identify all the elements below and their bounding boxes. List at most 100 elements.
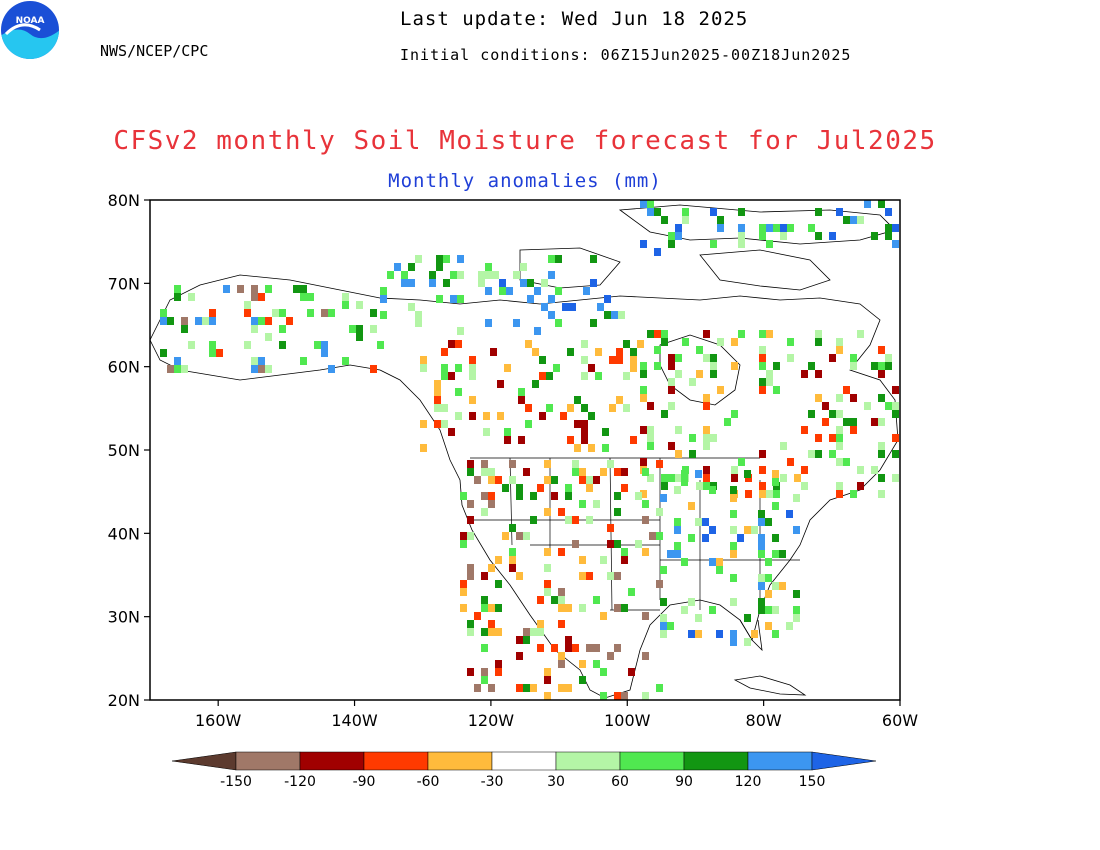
anomaly-cell [420, 356, 427, 364]
anomaly-cell [593, 500, 600, 508]
anomaly-cell [640, 240, 647, 248]
anomaly-cell [674, 542, 681, 550]
anomaly-cell [567, 436, 574, 444]
anomaly-cell [688, 502, 695, 510]
anomaly-cell [300, 285, 307, 293]
anomaly-cell [654, 248, 661, 256]
anomaly-cell [642, 652, 649, 660]
anomaly-cell [787, 338, 794, 346]
anomaly-cell [758, 606, 765, 614]
anomaly-cell [703, 394, 710, 402]
anomaly-cell [660, 614, 667, 622]
anomaly-cell [518, 436, 525, 444]
anomaly-cell [647, 426, 654, 434]
anomaly-cell [793, 526, 800, 534]
anomaly-cell [731, 474, 738, 482]
anomaly-cell [621, 692, 628, 700]
anomaly-cell [878, 418, 885, 426]
anomaly-cell [485, 287, 492, 295]
anomaly-cell [436, 255, 443, 263]
anomaly-cell [523, 684, 530, 692]
anomaly-cell [455, 364, 462, 372]
anomaly-cell [483, 428, 490, 436]
lat-tick-label: 60N [108, 358, 140, 377]
anomaly-cell [195, 317, 202, 325]
anomaly-cell [251, 317, 258, 325]
anomaly-cell [600, 692, 607, 700]
anomaly-cell [829, 450, 836, 458]
anomaly-cell [766, 378, 773, 386]
anomaly-cell [621, 604, 628, 612]
anomaly-cell [527, 295, 534, 303]
anomaly-cell [688, 598, 695, 606]
anomaly-cell [621, 484, 628, 492]
anomaly-cell [730, 526, 737, 534]
anomaly-cell [467, 564, 474, 572]
anomaly-cell [724, 418, 731, 426]
anomaly-cell [607, 524, 614, 532]
anomaly-cell [878, 394, 885, 402]
anomaly-cell [548, 255, 555, 263]
anomaly-cell [534, 287, 541, 295]
anomaly-cell [630, 364, 637, 372]
anomaly-cell [279, 309, 286, 317]
anomaly-cell [544, 588, 551, 596]
anomaly-cell [488, 492, 495, 500]
colorbar-swatch [299, 751, 365, 771]
anomaly-cell [779, 582, 786, 590]
anomaly-cell [602, 428, 609, 436]
anomaly-cell [730, 574, 737, 582]
anomaly-cell [555, 319, 562, 327]
anomaly-cell [485, 271, 492, 279]
anomaly-cell [738, 458, 745, 466]
anomaly-cell [481, 460, 488, 468]
anomaly-cell [509, 548, 516, 556]
anomaly-cell [588, 444, 595, 452]
anomaly-cell [481, 676, 488, 684]
anomaly-cell [607, 540, 614, 548]
anomaly-cell [244, 301, 251, 309]
anomaly-cell [772, 478, 779, 486]
anomaly-cell [709, 606, 716, 614]
anomaly-cell [551, 476, 558, 484]
anomaly-cell [765, 590, 772, 598]
anomaly-cell [469, 364, 476, 372]
anomaly-cell [759, 466, 766, 474]
anomaly-cell [467, 500, 474, 508]
anomaly-cell [286, 317, 293, 325]
anomaly-cell [544, 508, 551, 516]
anomaly-cell [523, 636, 530, 644]
anomaly-cell [614, 644, 621, 652]
anomaly-cell [251, 357, 258, 365]
anomaly-cell [815, 338, 822, 346]
anomaly-cell [759, 232, 766, 240]
anomaly-cell [871, 466, 878, 474]
lon-tick-label: 80W [746, 711, 782, 730]
anomaly-cell [738, 240, 745, 248]
anomaly-cell [565, 636, 572, 644]
anomaly-cell [600, 468, 607, 476]
colorbar: -150 -120 -90 -60 -30 30 60 90 120 150 [171, 751, 877, 790]
anomaly-cell [836, 394, 843, 402]
anomaly-cell [637, 340, 644, 348]
anomaly-cell [695, 630, 702, 638]
anomaly-cell [640, 362, 647, 370]
colorbar-label: -60 [417, 774, 440, 790]
anomaly-cell [356, 325, 363, 333]
anomaly-cell [744, 470, 751, 478]
anomaly-cell [623, 372, 630, 380]
colorbar-swatch [683, 751, 749, 771]
anomaly-cell [635, 540, 642, 548]
anomaly-cell [467, 620, 474, 628]
anomaly-cell [850, 216, 857, 224]
anomaly-cell [695, 518, 702, 526]
anomaly-cell [703, 482, 710, 490]
anomaly-cell [703, 466, 710, 474]
anomaly-cell [668, 402, 675, 410]
noaa-logo: NOAA [1, 1, 59, 59]
anomaly-cell [717, 386, 724, 394]
anomaly-cell [530, 492, 537, 500]
anomaly-cell [509, 476, 516, 484]
anomaly-cell [611, 311, 618, 319]
anomaly-cell [174, 293, 181, 301]
